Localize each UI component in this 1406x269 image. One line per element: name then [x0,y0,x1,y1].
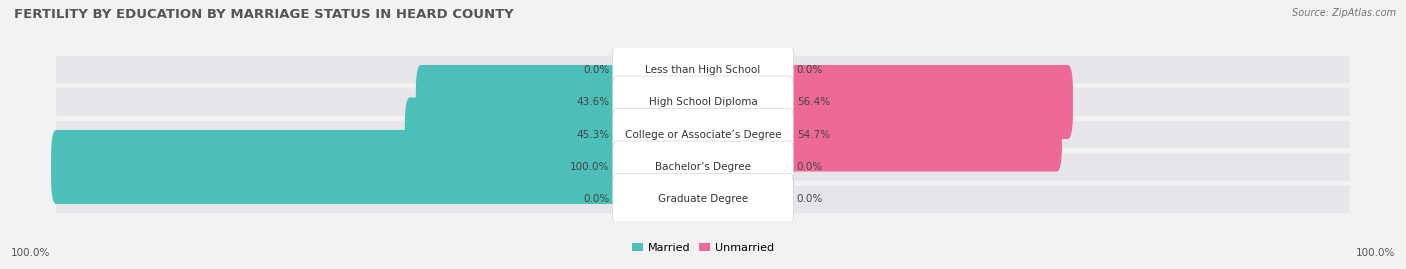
FancyBboxPatch shape [697,65,1073,139]
Text: 0.0%: 0.0% [797,194,823,204]
Text: 0.0%: 0.0% [583,194,609,204]
Text: 100.0%: 100.0% [569,162,609,172]
FancyBboxPatch shape [613,76,793,128]
FancyBboxPatch shape [56,153,1350,180]
FancyBboxPatch shape [613,174,793,225]
FancyBboxPatch shape [697,97,1062,172]
FancyBboxPatch shape [613,44,793,95]
Text: High School Diploma: High School Diploma [648,97,758,107]
FancyBboxPatch shape [56,186,1350,213]
Text: 45.3%: 45.3% [576,129,609,140]
Legend: Married, Unmarried: Married, Unmarried [633,243,773,253]
FancyBboxPatch shape [613,108,793,161]
FancyBboxPatch shape [56,121,1350,148]
FancyBboxPatch shape [613,141,793,193]
Text: 100.0%: 100.0% [11,248,51,258]
Text: 0.0%: 0.0% [797,65,823,75]
FancyBboxPatch shape [56,89,1350,116]
Text: Source: ZipAtlas.com: Source: ZipAtlas.com [1292,8,1396,18]
Text: 0.0%: 0.0% [797,162,823,172]
Text: 43.6%: 43.6% [576,97,609,107]
Text: 0.0%: 0.0% [583,65,609,75]
FancyBboxPatch shape [51,130,709,204]
Text: Less than High School: Less than High School [645,65,761,75]
Text: College or Associate’s Degree: College or Associate’s Degree [624,129,782,140]
Text: FERTILITY BY EDUCATION BY MARRIAGE STATUS IN HEARD COUNTY: FERTILITY BY EDUCATION BY MARRIAGE STATU… [14,8,513,21]
Text: Bachelor’s Degree: Bachelor’s Degree [655,162,751,172]
FancyBboxPatch shape [405,97,709,172]
FancyBboxPatch shape [416,65,709,139]
Text: 100.0%: 100.0% [1355,248,1395,258]
Text: 54.7%: 54.7% [797,129,830,140]
FancyBboxPatch shape [56,56,1350,83]
Text: 56.4%: 56.4% [797,97,830,107]
Text: Graduate Degree: Graduate Degree [658,194,748,204]
